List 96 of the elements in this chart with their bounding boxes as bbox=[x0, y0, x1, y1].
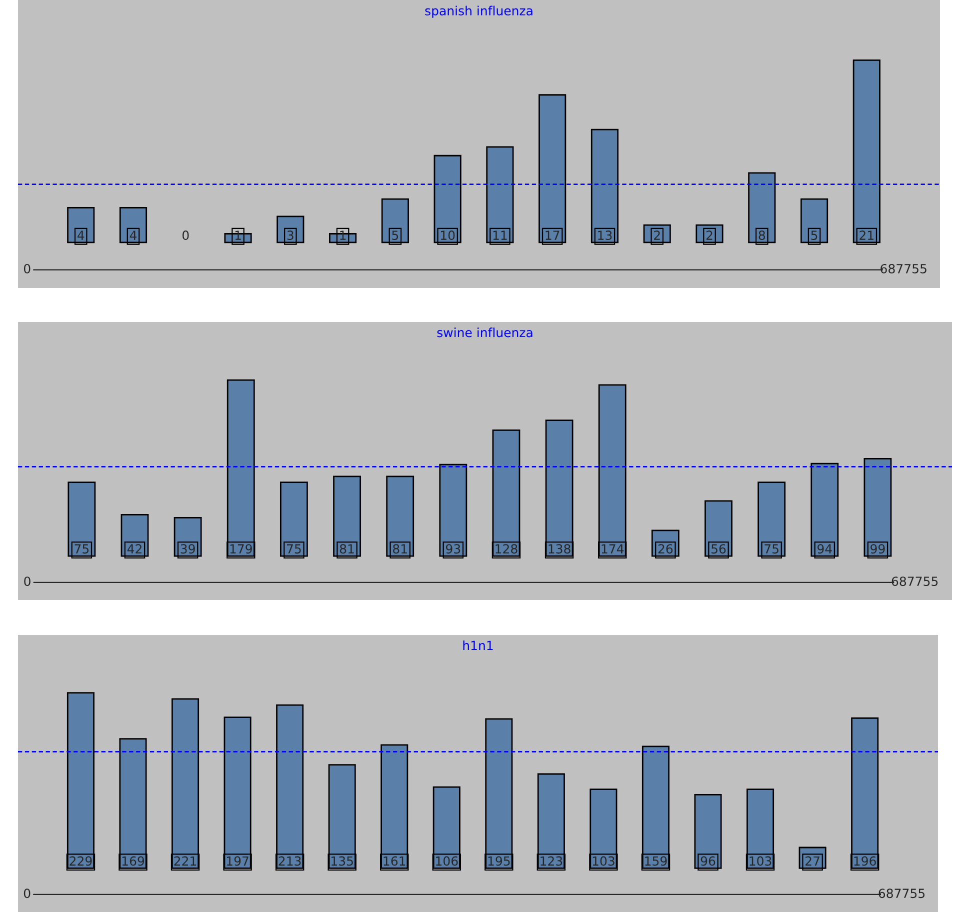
data-label: 174 bbox=[602, 544, 624, 554]
bar bbox=[537, 773, 565, 869]
bar bbox=[66, 692, 94, 869]
data-label: 99 bbox=[870, 544, 885, 554]
bar bbox=[704, 500, 732, 557]
chart-title: swine influenza bbox=[437, 328, 532, 338]
data-label: 195 bbox=[488, 856, 510, 866]
bar bbox=[280, 482, 308, 557]
data-label: 2 bbox=[654, 230, 660, 240]
data-label: 103 bbox=[592, 856, 614, 866]
data-label: 17 bbox=[546, 230, 560, 240]
data-label: 11 bbox=[493, 230, 507, 240]
data-label: 106 bbox=[436, 856, 458, 866]
data-label: 135 bbox=[332, 856, 353, 866]
data-label: 96 bbox=[700, 856, 716, 866]
data-label: 21 bbox=[860, 230, 874, 240]
data-label: 8 bbox=[758, 230, 766, 240]
data-label: 4 bbox=[130, 230, 137, 240]
bar bbox=[545, 420, 574, 557]
data-label: 128 bbox=[496, 544, 518, 554]
data-label: 123 bbox=[540, 856, 562, 866]
bar bbox=[67, 207, 95, 244]
bar bbox=[694, 794, 722, 869]
bar bbox=[485, 718, 513, 869]
text: 687755 bbox=[892, 576, 938, 586]
text: 687755 bbox=[880, 264, 926, 274]
bar bbox=[386, 476, 414, 557]
bar bbox=[439, 464, 468, 557]
bar bbox=[276, 216, 304, 244]
data-label: 179 bbox=[230, 544, 252, 554]
data-label: 26 bbox=[658, 544, 673, 554]
bar bbox=[642, 746, 670, 869]
bar bbox=[432, 786, 460, 869]
data-label: 196 bbox=[854, 856, 876, 866]
data-label: 27 bbox=[806, 856, 820, 866]
text: 0 bbox=[24, 888, 30, 898]
bar bbox=[119, 738, 147, 869]
bar bbox=[119, 207, 148, 244]
bar bbox=[851, 717, 879, 869]
bar bbox=[492, 430, 520, 557]
data-label: 39 bbox=[180, 544, 195, 554]
bar bbox=[226, 379, 255, 557]
bar bbox=[434, 154, 462, 244]
data-label: 161 bbox=[384, 856, 406, 866]
bar bbox=[810, 462, 839, 557]
bar bbox=[864, 458, 892, 557]
bar bbox=[590, 788, 618, 869]
text: 0 bbox=[24, 576, 30, 586]
data-label: 81 bbox=[340, 544, 354, 554]
text: 0 bbox=[24, 264, 30, 274]
data-label: 10 bbox=[440, 230, 455, 240]
bar bbox=[328, 764, 356, 869]
bar bbox=[746, 788, 774, 869]
bar bbox=[120, 514, 149, 557]
data-label: 2 bbox=[706, 230, 712, 240]
data-label: 81 bbox=[392, 544, 407, 554]
bar bbox=[748, 172, 776, 244]
text: 687755 bbox=[878, 888, 925, 898]
data-label: 103 bbox=[750, 856, 772, 866]
data-label: 221 bbox=[174, 856, 196, 866]
data-label: 56 bbox=[712, 544, 726, 554]
data-label: 3 bbox=[287, 230, 294, 240]
data-label: 94 bbox=[817, 544, 832, 554]
chart-title: spanish influenza bbox=[425, 6, 532, 18]
data-label: 5 bbox=[392, 230, 398, 240]
data-label: 213 bbox=[278, 856, 301, 866]
bar bbox=[380, 744, 408, 869]
bar bbox=[590, 128, 619, 244]
bar bbox=[486, 146, 514, 244]
data-label: 0 bbox=[182, 230, 189, 240]
bar bbox=[172, 698, 200, 869]
bar bbox=[276, 704, 304, 869]
bar bbox=[174, 516, 202, 557]
bar bbox=[800, 198, 828, 244]
data-label: 75 bbox=[764, 544, 778, 554]
bar bbox=[68, 482, 96, 557]
data-label: 13 bbox=[598, 230, 612, 240]
data-label: 5 bbox=[811, 230, 818, 240]
data-label: 75 bbox=[287, 544, 301, 554]
bar bbox=[538, 94, 566, 244]
data-label: 169 bbox=[122, 856, 144, 866]
bar bbox=[333, 476, 361, 557]
bar bbox=[758, 482, 786, 557]
bar bbox=[381, 198, 409, 244]
bar bbox=[224, 716, 252, 869]
bar bbox=[598, 384, 626, 557]
data-label: 93 bbox=[446, 544, 460, 554]
bar bbox=[852, 59, 880, 244]
data-label: 4 bbox=[78, 230, 84, 240]
data-label: 42 bbox=[127, 544, 142, 554]
data-label: 138 bbox=[548, 544, 570, 554]
chart-title: h1n1 bbox=[463, 640, 493, 650]
data-label: 197 bbox=[226, 856, 248, 866]
data-label: 159 bbox=[645, 856, 667, 866]
data-label: 229 bbox=[70, 856, 92, 866]
data-label: 75 bbox=[74, 544, 89, 554]
